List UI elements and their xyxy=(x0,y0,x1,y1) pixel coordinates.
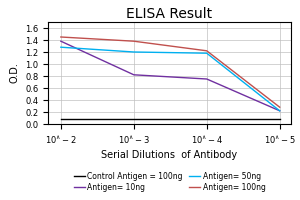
Antigen= 10ng xyxy=(205,78,208,80)
Antigen= 100ng xyxy=(59,36,63,38)
Title: ELISA Result: ELISA Result xyxy=(126,7,213,21)
Antigen= 10ng xyxy=(278,110,281,112)
Control Antigen = 100ng xyxy=(205,118,208,120)
Line: Antigen= 100ng: Antigen= 100ng xyxy=(61,37,280,107)
Y-axis label: O.D.: O.D. xyxy=(10,63,20,83)
Control Antigen = 100ng xyxy=(59,118,63,120)
Antigen= 100ng xyxy=(278,106,281,108)
Antigen= 50ng xyxy=(205,52,208,54)
Line: Antigen= 10ng: Antigen= 10ng xyxy=(61,41,280,111)
Antigen= 100ng xyxy=(132,40,136,42)
Antigen= 50ng xyxy=(59,46,63,48)
Control Antigen = 100ng xyxy=(132,118,136,120)
X-axis label: Serial Dilutions  of Antibody: Serial Dilutions of Antibody xyxy=(101,150,238,160)
Antigen= 50ng xyxy=(278,110,281,112)
Line: Antigen= 50ng: Antigen= 50ng xyxy=(61,47,280,111)
Legend: Control Antigen = 100ng, Antigen= 10ng, Antigen= 50ng, Antigen= 100ng: Control Antigen = 100ng, Antigen= 10ng, … xyxy=(70,169,268,195)
Antigen= 100ng xyxy=(205,50,208,52)
Antigen= 50ng xyxy=(132,51,136,53)
Antigen= 10ng xyxy=(132,74,136,76)
Control Antigen = 100ng xyxy=(278,118,281,120)
Antigen= 10ng xyxy=(59,40,63,42)
